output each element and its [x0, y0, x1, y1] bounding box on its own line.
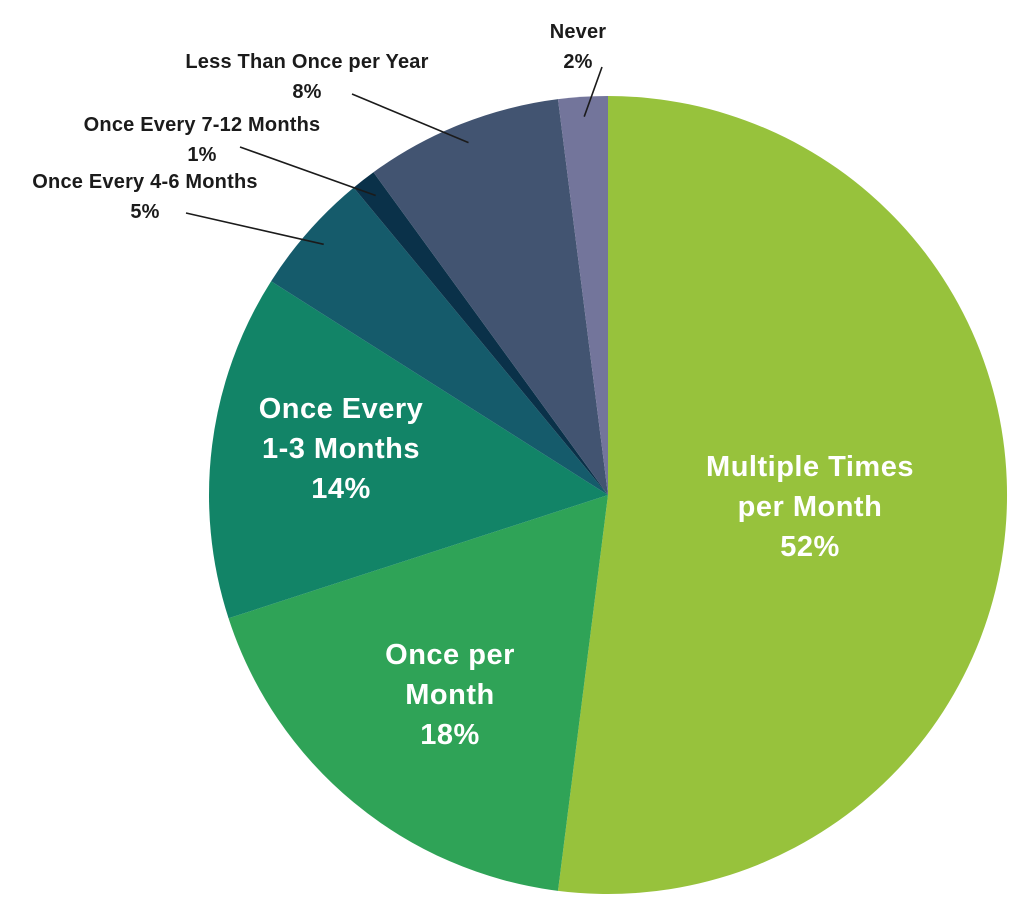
slice-label-line: Once per — [385, 639, 515, 671]
pie-slice-once-per-month — [228, 495, 608, 891]
pie-slice-multiple-times-per-month — [557, 96, 1008, 894]
pie-slice-once-every-7-12-months — [353, 172, 608, 495]
slice-label-line: per Month — [737, 491, 883, 523]
pie-slice-less-than-once-per-year — [373, 99, 608, 496]
pie-slice-once-every-1-3-months — [209, 281, 608, 619]
callout-percent: 2% — [563, 51, 593, 73]
slice-label-multiple-times-per-month: Multiple Times per Month 52% — [706, 447, 914, 567]
slice-label-line: Once Every — [258, 393, 424, 425]
pie-slice-once-every-4-6-months — [271, 187, 608, 495]
leader-line-once-every-4-6-months — [185, 212, 324, 246]
leader-line-never — [583, 66, 603, 117]
callout-less-than-once-per-year: Less Than Once per Year 8% — [185, 47, 428, 107]
slice-percent: 18% — [420, 719, 480, 751]
callout-label: Once Every 7-12 Months — [83, 114, 321, 136]
callout-percent: 1% — [187, 144, 217, 166]
slice-percent: 14% — [311, 473, 371, 505]
leader-line-once-every-7-12-months — [239, 146, 376, 197]
slice-label-line: Month — [405, 679, 495, 711]
callout-label: Less Than Once per Year — [185, 51, 429, 73]
slice-label-once-every-1-3-months: Once Every 1-3 Months 14% — [259, 389, 424, 509]
slice-percent: 52% — [780, 531, 840, 563]
callout-label: Once Every 4-6 Months — [32, 171, 258, 193]
callout-once-every-7-12-months: Once Every 7-12 Months 1% — [84, 110, 321, 170]
callout-never: Never 2% — [550, 17, 607, 77]
slice-label-line: Multiple Times — [706, 451, 914, 483]
callout-percent: 5% — [130, 201, 160, 223]
slice-label-once-per-month: Once per Month 18% — [385, 635, 515, 755]
callout-percent: 8% — [292, 81, 322, 103]
callout-label: Never — [549, 21, 607, 43]
pie-slice-never — [557, 96, 608, 495]
callout-once-every-4-6-months: Once Every 4-6 Months 5% — [32, 167, 257, 227]
slice-label-line: 1-3 Months — [261, 433, 421, 465]
leader-line-less-than-once-per-year — [351, 93, 469, 144]
